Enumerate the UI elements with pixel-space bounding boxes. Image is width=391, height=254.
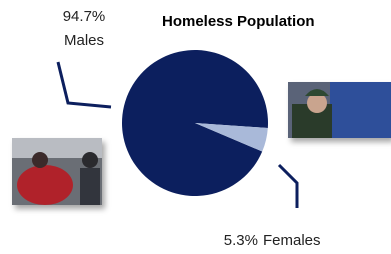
data-label: 94.7% bbox=[63, 8, 106, 25]
photo-right bbox=[288, 82, 391, 138]
page: Homeless Population 94.7% Males 5.3% Fem… bbox=[0, 0, 391, 254]
leader-line bbox=[58, 62, 111, 107]
chart-title: Homeless Population bbox=[162, 13, 315, 30]
data-label: 5.3% bbox=[224, 232, 258, 249]
category-label: Males bbox=[64, 32, 104, 49]
photo-left bbox=[12, 138, 102, 205]
chart: Homeless Population 94.7% Males 5.3% Fem… bbox=[0, 0, 391, 254]
leader-line bbox=[279, 165, 297, 208]
pie-slice bbox=[122, 50, 268, 196]
category-label: Females bbox=[263, 232, 321, 249]
